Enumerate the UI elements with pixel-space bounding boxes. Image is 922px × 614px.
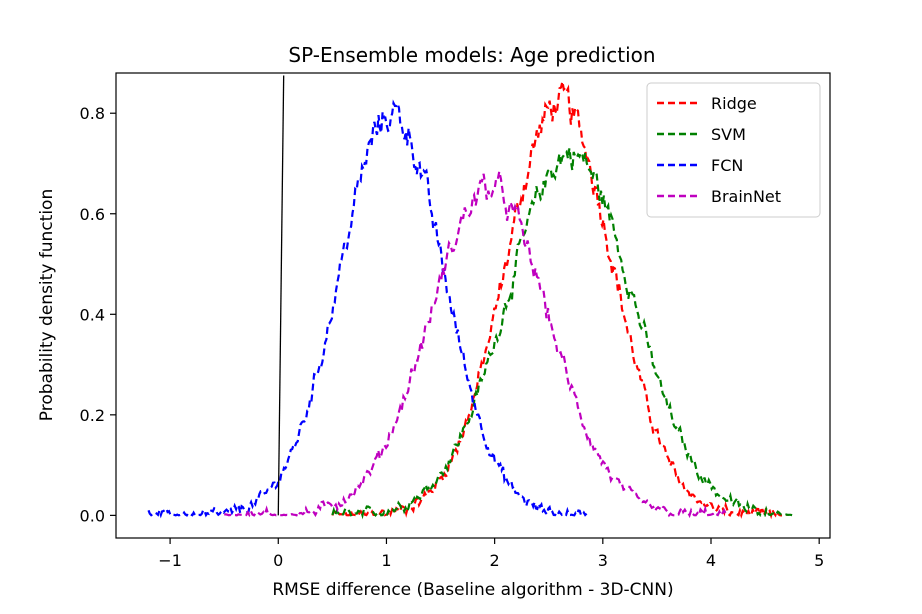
reference-line — [277, 75, 285, 516]
x-tick-label: 1 — [381, 551, 391, 570]
y-axis-label: Probability density function — [37, 189, 57, 421]
series-fcn-line — [147, 99, 588, 519]
legend-label-fcn: FCN — [711, 156, 743, 175]
legend: Ridge SVM FCN BrainNet — [646, 82, 821, 218]
legend-box — [646, 82, 821, 218]
plot-frame — [115, 72, 831, 539]
y-axis: 0.0 0.2 0.4 0.6 0.8 — [80, 104, 116, 525]
x-tick-label: 0 — [273, 551, 283, 570]
y-tick-label: 0.2 — [80, 406, 105, 425]
series-ridge-line — [331, 81, 787, 520]
y-tick-label: 0.8 — [80, 104, 105, 123]
legend-label-svm: SVM — [711, 125, 746, 144]
x-tick-label: 3 — [598, 551, 608, 570]
series-brainnet-line — [224, 171, 728, 519]
chart-title: SP-Ensemble models: Age prediction — [288, 43, 655, 67]
y-tick-label: 0.6 — [80, 205, 105, 224]
x-tick-label: 4 — [706, 551, 716, 570]
x-tick-label: −1 — [158, 551, 182, 570]
y-tick-label: 0.4 — [80, 305, 105, 324]
y-tick-label: 0.0 — [80, 506, 105, 525]
x-axis-label: RMSE difference (Baseline algorithm - 3D… — [272, 580, 673, 600]
x-axis: −1 0 1 2 3 4 5 — [158, 538, 824, 570]
x-tick-label: 2 — [490, 551, 500, 570]
legend-label-brainnet: BrainNet — [711, 187, 781, 206]
series-svm-line — [331, 148, 793, 520]
plot-lines — [147, 81, 793, 520]
legend-label-ridge: Ridge — [711, 94, 757, 113]
x-tick-label: 5 — [814, 551, 824, 570]
